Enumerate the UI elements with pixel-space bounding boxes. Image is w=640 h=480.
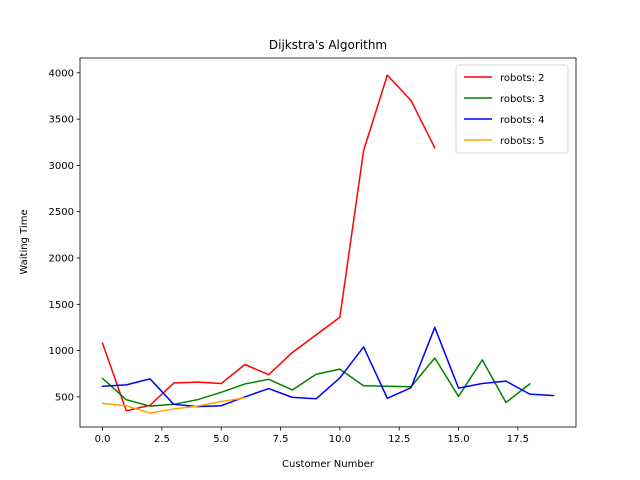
x-axis-label: Customer Number <box>282 459 375 470</box>
y-tick-label: 3000 <box>49 161 74 172</box>
y-tick-label: 1500 <box>49 300 74 311</box>
y-tick-label: 1000 <box>49 346 74 357</box>
legend: robots: 2 robots: 3 robots: 4 robots: 5 <box>455 64 569 154</box>
legend-label-2: robots: 3 <box>500 94 545 105</box>
y-axis-label: Waiting Time <box>19 209 30 274</box>
y-tick-label: 4000 <box>49 68 74 79</box>
x-tick-label: 7.5 <box>273 434 289 445</box>
legend-label-3: robots: 4 <box>500 115 545 126</box>
legend-label-1: robots: 2 <box>500 73 545 84</box>
axes-frame <box>79 57 577 428</box>
legend-box <box>455 64 569 154</box>
series-line-4 <box>101 396 246 414</box>
y-tick-label: 2000 <box>49 254 74 265</box>
plot-area: 0.0 2.5 5.0 7.5 10.0 12.5 15.0 17.5 500 1000 1500 2… <box>49 57 577 445</box>
y-tick-label: 3500 <box>49 115 74 126</box>
x-tick-label: 15.0 <box>447 434 469 445</box>
y-tick-label: 2500 <box>49 207 74 218</box>
x-tick-label: 12.5 <box>388 434 410 445</box>
chart-title: Dijkstra's Algorithm <box>269 38 387 52</box>
legend-label-4: robots: 5 <box>500 136 545 147</box>
x-tick-label: 5.0 <box>213 434 229 445</box>
x-tick-label: 17.5 <box>507 434 529 445</box>
y-tick-label: 500 <box>55 392 74 403</box>
x-tick-label: 2.5 <box>154 434 170 445</box>
series-line-1 <box>101 74 436 412</box>
x-tick-label: 0.0 <box>95 434 111 445</box>
x-tick-label: 10.0 <box>329 434 351 445</box>
series-line-3 <box>101 326 555 408</box>
